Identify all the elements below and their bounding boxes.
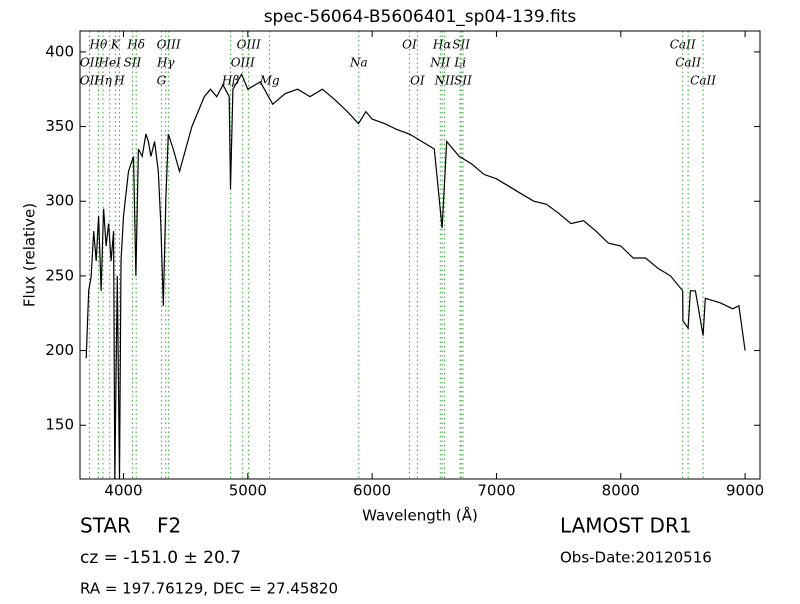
y-tick-label: 200 [45, 341, 74, 359]
y-tick-label: 300 [45, 192, 74, 210]
x-tick-label: 6000 [353, 482, 391, 500]
spectral-line-label: OI [410, 74, 425, 88]
y-tick-label: 150 [45, 416, 74, 434]
subclass: F2 [157, 514, 181, 538]
spectral-line-label: NII [429, 56, 450, 70]
x-tick-label: 9000 [726, 482, 764, 500]
survey: LAMOST DR1 [560, 514, 692, 538]
cz: cz = -151.0 ± 20.7 [80, 548, 241, 568]
spectral-line-label: H [113, 74, 125, 88]
y-tick-label: 250 [45, 266, 74, 284]
spectral-line-label: SII [452, 38, 470, 52]
spectral-line-label: G [157, 74, 167, 88]
x-tick-label: 4000 [104, 482, 142, 500]
spectral-line-label: OIII [237, 38, 261, 52]
obs-date: Obs-Date:20120516 [560, 549, 712, 567]
spectral-line-label: NII [434, 74, 455, 88]
x-tick-label: 5000 [229, 482, 267, 500]
y-tick-label: 400 [45, 42, 74, 60]
class: STAR [80, 514, 131, 538]
spectral-line-label: Hα [432, 38, 452, 52]
spectral-line-label: Hη [93, 74, 112, 88]
spectral-line-label: Na [349, 56, 368, 70]
spectral-line-label: CaII [690, 74, 716, 88]
spectral-line-label: K [110, 38, 121, 52]
spectral-line-label: Mg [259, 74, 280, 88]
x-axis-label: Wavelength (Å) [362, 506, 478, 525]
spectral-line-label: OIII [231, 56, 255, 70]
x-tick-label: 7000 [477, 482, 515, 500]
coords: RA = 197.76129, DEC = 27.45820 [80, 580, 338, 598]
spectral-line-label: Hβ [221, 74, 239, 88]
spectral-line-label: OI [402, 38, 417, 52]
x-tick-label: 8000 [602, 482, 640, 500]
spectral-line-label: HeI [98, 56, 122, 70]
spectral-line-label: Hδ [126, 38, 145, 52]
spectral-line-label: OII [80, 74, 100, 88]
spectral-line-label: CaII [670, 38, 696, 52]
plot-frame [79, 30, 761, 480]
spectral-line-label: OIII [157, 38, 181, 52]
spectral-line-label: SII [124, 56, 142, 70]
chart-title: spec-56064-B5606401_sp04-139.fits [264, 7, 577, 27]
spectral-line-label: Hθ [89, 38, 108, 52]
spectral-line-label: Li [453, 56, 466, 70]
spectrum [85, 72, 746, 479]
spectral-line-label: CaII [675, 56, 701, 70]
spectral-line-label: SII [454, 74, 472, 88]
y-tick-label: 350 [45, 117, 74, 135]
spectral-line-label: Hγ [156, 56, 175, 70]
y-axis-label: Flux (relative) [21, 203, 39, 307]
